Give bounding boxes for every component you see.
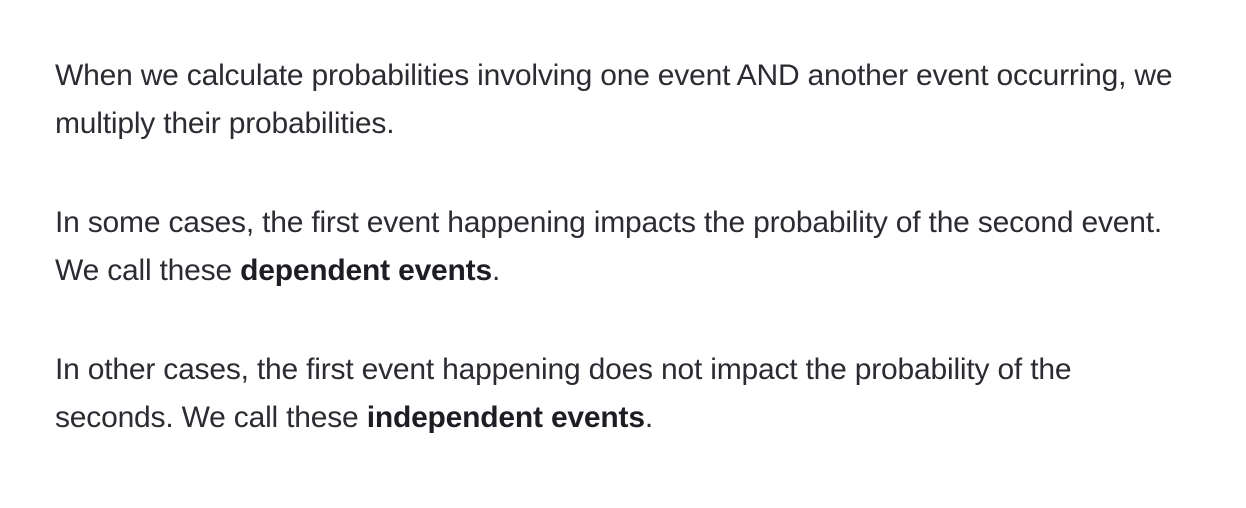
paragraph-dependent-events: In some cases, the first event happening… [55,199,1175,295]
term-independent-events: independent events [366,401,645,434]
paragraph-text: When we calculate probabilities involvin… [55,59,1173,140]
paragraph-text: In some cases, the first event happening… [55,206,1162,287]
paragraph-end: . [644,401,653,434]
paragraph-end: . [491,254,501,287]
paragraph-independent-events: In other cases, the first event happenin… [55,346,1175,442]
paragraph-text: In other cases, the first event happenin… [55,353,1072,434]
paragraph-multiply-rule: When we calculate probabilities involvin… [55,52,1175,148]
term-dependent-events: dependent events [240,254,492,287]
lesson-text: When we calculate probabilities involvin… [55,52,1175,442]
